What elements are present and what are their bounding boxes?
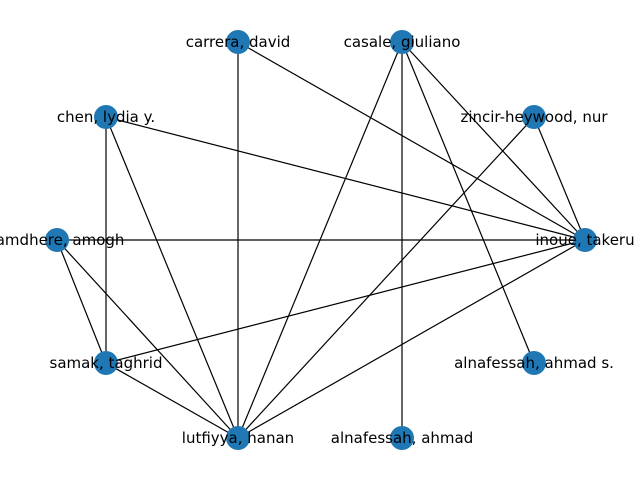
node-label-casale: casale, giuliano <box>344 33 461 51</box>
edge-chen-inoue <box>105 116 586 241</box>
node-samak <box>94 351 118 375</box>
labels-layer: carrera, david casale, giuliano chen, lydi… <box>0 33 635 447</box>
edge-zincir-lutfiyya <box>237 116 535 439</box>
edges-layer <box>56 41 586 439</box>
node-chen <box>94 105 118 129</box>
node-alnafessah <box>390 426 414 450</box>
edge-inoue-samak <box>105 239 586 364</box>
node-casale <box>390 30 414 54</box>
node-label-inoue: inoue, takeru <box>535 231 634 249</box>
node-label-zincir: zincir-heywood, nur <box>460 108 608 126</box>
node-label-samak: samak, taghrid <box>50 354 163 372</box>
edge-ramdhere-lutfiyya <box>56 239 239 439</box>
node-label-alnafessah: alnafessah, ahmad <box>331 429 473 447</box>
edge-chen-lutfiyya <box>105 116 239 439</box>
node-label-alnafessah_s: alnafessah, ahmad s. <box>454 354 614 372</box>
nodes-layer <box>45 30 597 450</box>
node-carrera <box>226 30 250 54</box>
node-inoue <box>573 228 597 252</box>
edge-ramdhere-samak <box>56 239 107 364</box>
edge-inoue-lutfiyya <box>237 239 586 439</box>
edge-samak-lutfiyya <box>105 362 239 439</box>
node-label-carrera: carrera, david <box>186 33 291 51</box>
node-lutfiyya <box>226 426 250 450</box>
node-alnafessah_s <box>522 351 546 375</box>
edge-zincir-inoue <box>533 116 586 241</box>
edge-casale-inoue <box>401 41 586 241</box>
node-zincir <box>522 105 546 129</box>
edge-carrera-inoue <box>237 41 586 241</box>
node-label-lutfiyya: lutfiyya, hanan <box>182 429 294 447</box>
edge-casale-alnafessah_s <box>401 41 535 364</box>
node-label-chen: chen, lydia y. <box>57 108 155 126</box>
node-ramdhere <box>45 228 69 252</box>
node-label-ramdhere: ramdhere, amogh <box>0 231 124 249</box>
